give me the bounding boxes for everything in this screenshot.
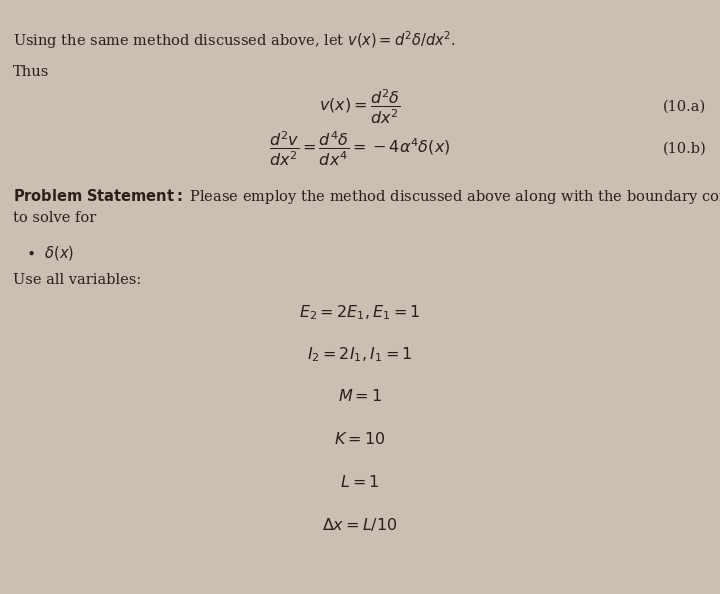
Text: $M = 1$: $M = 1$ — [338, 388, 382, 406]
Text: $\bullet\ \ \delta(x)$: $\bullet\ \ \delta(x)$ — [26, 244, 74, 261]
Text: Use all variables:: Use all variables: — [13, 273, 141, 287]
Text: $E_2 = 2E_1, E_1 = 1$: $E_2 = 2E_1, E_1 = 1$ — [300, 303, 420, 321]
Text: $v(x) = \dfrac{d^2\delta}{dx^2}$: $v(x) = \dfrac{d^2\delta}{dx^2}$ — [319, 88, 401, 126]
Text: $\Delta x = L/10$: $\Delta x = L/10$ — [323, 517, 397, 534]
Text: (10.b): (10.b) — [662, 141, 706, 156]
Text: (10.a): (10.a) — [662, 100, 706, 114]
Text: $K = 10$: $K = 10$ — [334, 431, 386, 448]
Text: to solve for: to solve for — [13, 211, 96, 226]
Text: $\dfrac{d^2v}{dx^2} = \dfrac{d^4\delta}{dx^4} = -4\alpha^4\delta(x)$: $\dfrac{d^2v}{dx^2} = \dfrac{d^4\delta}{… — [269, 129, 451, 168]
Text: Thus: Thus — [13, 65, 50, 80]
Text: $I_2 = 2I_1, I_1 = 1$: $I_2 = 2I_1, I_1 = 1$ — [307, 346, 413, 364]
Text: Using the same method discussed above, let $v(x) = d^2\delta/dx^2$.: Using the same method discussed above, l… — [13, 30, 456, 52]
Text: $L = 1$: $L = 1$ — [341, 474, 379, 491]
Text: $\mathbf{Problem\ Statement:}$ Please employ the method discussed above along wi: $\mathbf{Problem\ Statement:}$ Please em… — [13, 187, 720, 206]
